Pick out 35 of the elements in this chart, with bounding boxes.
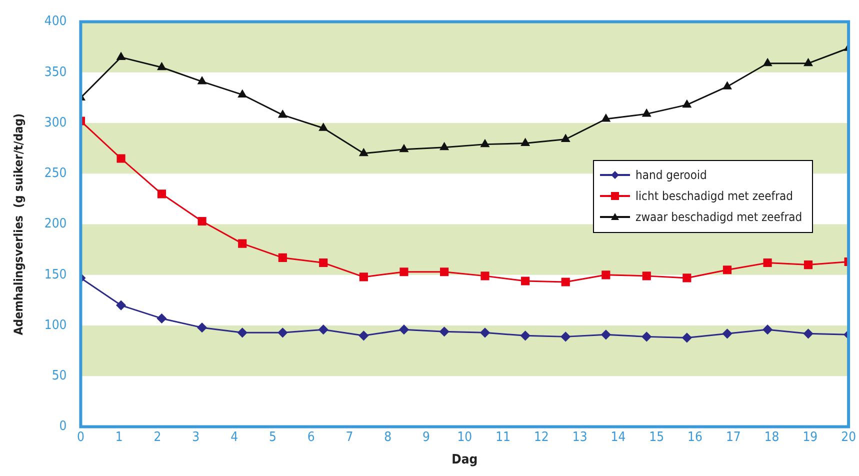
y-axis-title: Ademhalingsverlies (g suiker/t/dag) xyxy=(11,113,26,336)
x-tick-label: 16 xyxy=(688,430,702,445)
x-tick-label: 7 xyxy=(346,430,354,445)
x-tick-label: 20 xyxy=(841,430,856,445)
x-tick-label: 18 xyxy=(764,430,780,445)
x-tick-label: 6 xyxy=(307,430,315,445)
x-tick-label: 11 xyxy=(496,430,510,445)
x-tick-label: 12 xyxy=(534,430,549,445)
y-tick-label: 400 xyxy=(44,14,67,30)
x-tick-label: 9 xyxy=(422,430,430,445)
x-tick-label: 5 xyxy=(268,430,276,445)
legend-label: hand gerooid xyxy=(636,166,707,184)
y-tick-label: 50 xyxy=(52,368,67,384)
y-tick-label: 100 xyxy=(44,318,67,333)
x-tick-label: 2 xyxy=(154,430,162,445)
y-tick-label: 350 xyxy=(44,64,67,80)
x-tick-label: 10 xyxy=(457,430,472,445)
y-tick-label: 250 xyxy=(44,166,67,182)
x-tick-label: 15 xyxy=(649,430,664,445)
y-tick-label: 150 xyxy=(44,267,67,282)
y-tick-label: 300 xyxy=(44,115,67,130)
x-tick-label: 8 xyxy=(384,430,392,445)
legend-label: licht beschadigd met zeefrad xyxy=(636,188,793,204)
legend-label: zwaar beschadigd met zeefrad xyxy=(636,208,802,226)
x-tick-label: 19 xyxy=(802,430,818,445)
y-tick-label: 0 xyxy=(59,419,67,434)
x-tick-label: 1 xyxy=(115,430,123,445)
x-tick-label: 17 xyxy=(726,430,741,445)
x-tick-label: 13 xyxy=(572,430,588,445)
x-tick-label: 3 xyxy=(192,430,200,445)
x-axis-title: Dag xyxy=(452,452,478,468)
x-tick-label: 14 xyxy=(610,430,626,445)
y-tick-label: 200 xyxy=(44,216,67,232)
x-tick-label: 0 xyxy=(76,430,84,445)
x-tick-label: 4 xyxy=(230,430,238,445)
